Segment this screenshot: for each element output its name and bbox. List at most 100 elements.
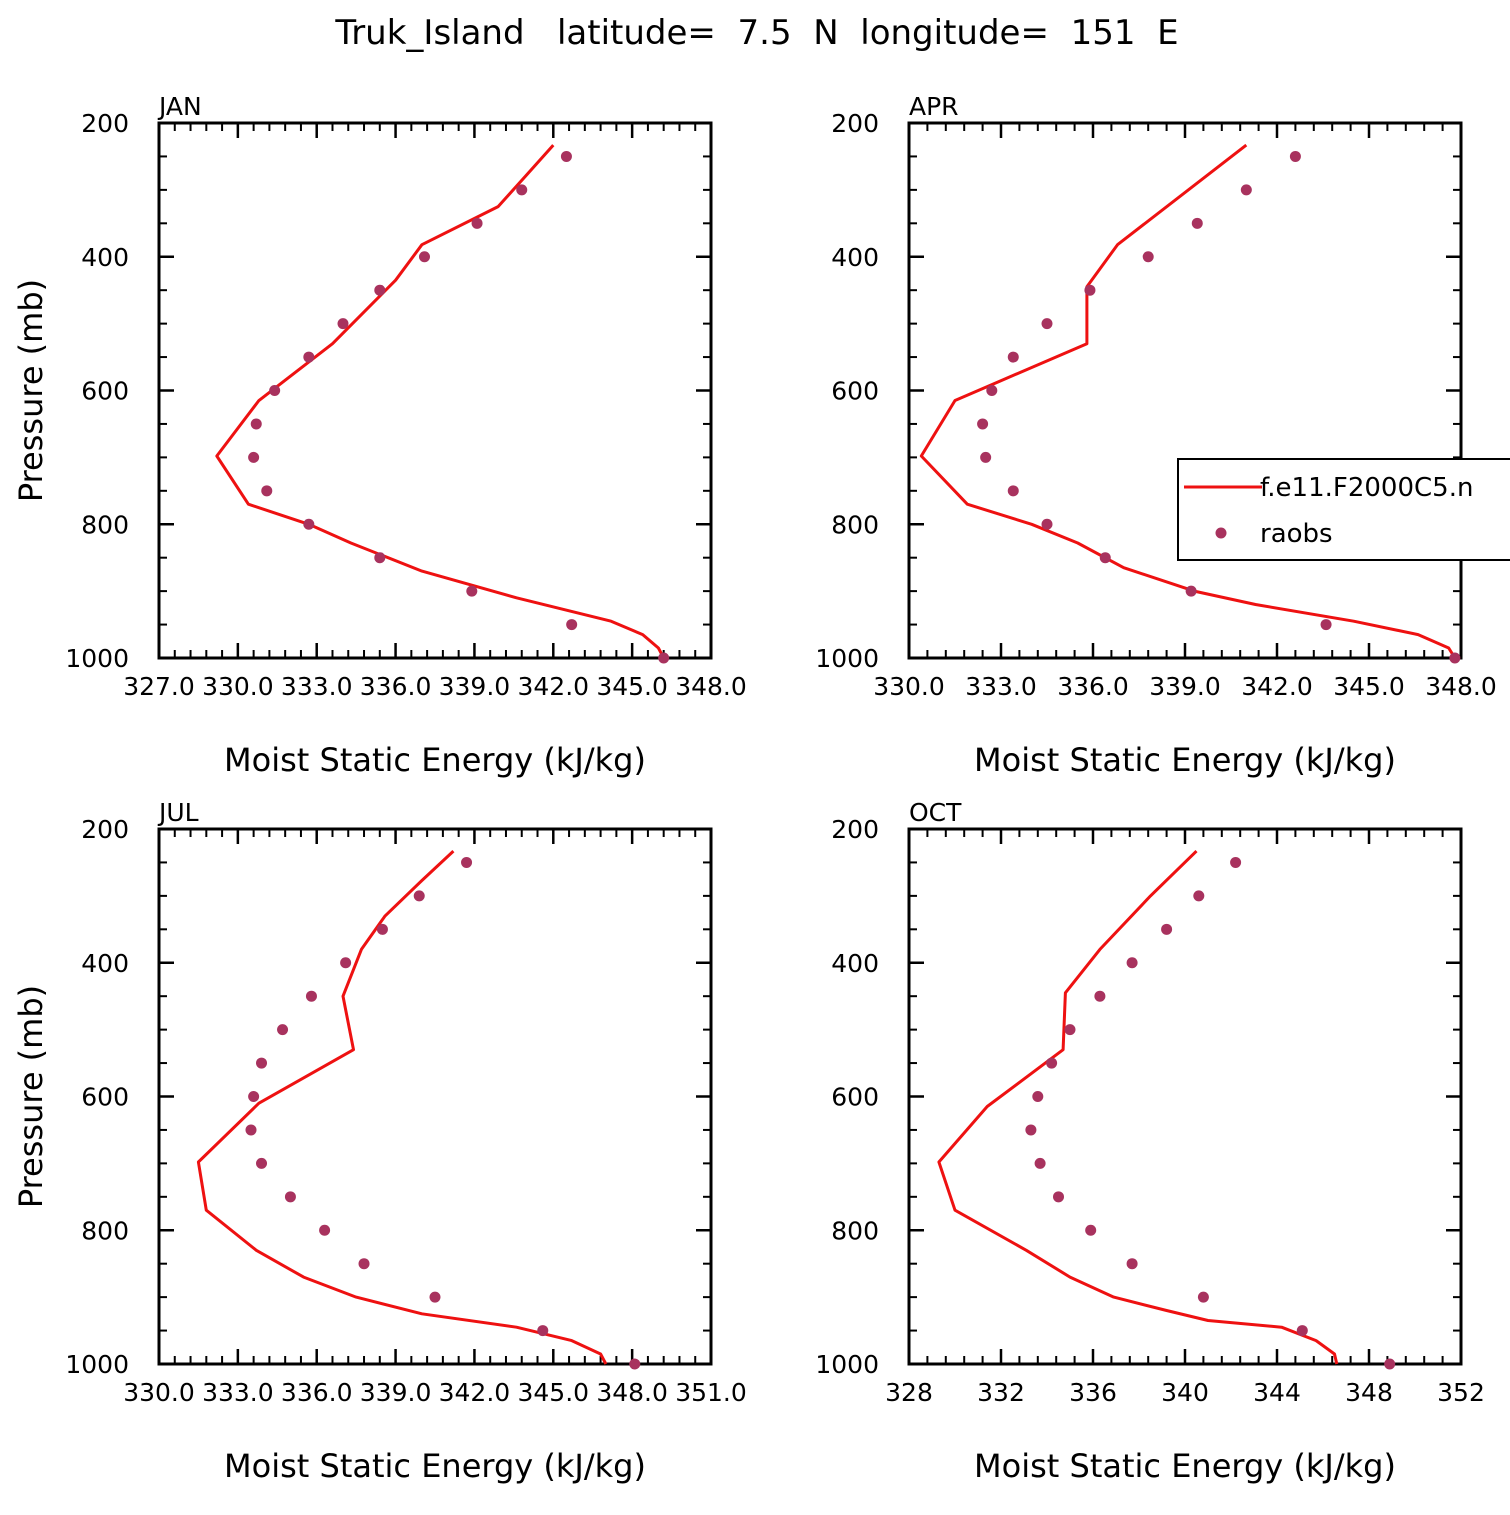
figure-title: Truk_Island latitude= 7.5 N longitude= 1…	[334, 13, 1178, 53]
raobs-point	[374, 284, 386, 296]
raobs-point	[1126, 957, 1138, 969]
y-tick-label: 600	[81, 1083, 129, 1112]
y-tick-label: 200	[831, 109, 879, 138]
raobs-point	[1032, 1091, 1044, 1102]
x-tick-label: 339.0	[1149, 672, 1221, 701]
plot-frame-jan	[157, 121, 713, 660]
raobs-point	[277, 1024, 289, 1036]
y-tick-label: 1000	[65, 644, 129, 673]
raobs-point	[1094, 990, 1106, 1002]
x-tick-label: 339.0	[360, 1378, 432, 1407]
y-tick-label: 400	[831, 243, 879, 272]
x-tick-label: 333.0	[965, 672, 1037, 701]
raobs-point	[1161, 923, 1173, 935]
x-tick-label: 327.0	[123, 672, 195, 701]
x-tick-label: 342.0	[1241, 672, 1313, 701]
raobs-point	[245, 1124, 257, 1136]
raobs-point	[977, 418, 989, 430]
raobs-point	[413, 890, 425, 902]
raobs-point	[566, 619, 578, 631]
raobs-point	[261, 485, 273, 497]
y-axis-title-jul: Pressure (mb)	[12, 985, 50, 1208]
raobs-point	[303, 351, 315, 363]
x-axis-title-jan: Moist Static Energy (kJ/kg)	[224, 741, 646, 779]
legend-label-raobs: raobs	[1260, 519, 1333, 549]
y-tick-label: 400	[831, 949, 879, 978]
raobs-point	[1296, 1325, 1308, 1337]
x-tick-label: 345.0	[517, 1378, 589, 1407]
raobs-point	[1084, 284, 1096, 296]
x-tick-label: 336.0	[1057, 672, 1129, 701]
raobs-point	[1185, 585, 1197, 597]
raobs-point	[1193, 890, 1205, 902]
raobs-point	[248, 451, 260, 463]
plot-frame-oct	[907, 827, 1463, 1366]
raobs-point	[1230, 856, 1242, 868]
raobs-point	[1126, 1258, 1138, 1270]
x-tick-label: 348	[1345, 1378, 1393, 1407]
model-line-jul	[196, 850, 608, 1365]
raobs-point	[1289, 150, 1301, 162]
raobs-point	[303, 518, 315, 530]
y-tick-label: 200	[831, 815, 879, 844]
raobs-point	[248, 1091, 260, 1102]
raobs-point	[1041, 318, 1053, 330]
x-tick-label: 342.0	[439, 1378, 511, 1407]
y-tick-label: 600	[831, 377, 879, 406]
raobs-point	[284, 1191, 296, 1203]
model-line-oct	[937, 850, 1339, 1365]
x-tick-label: 328	[885, 1378, 933, 1407]
raobs-point	[429, 1291, 441, 1303]
y-tick-label: 600	[831, 1083, 879, 1112]
panel-title-jan: JAN	[157, 92, 202, 121]
raobs-point	[1240, 184, 1252, 196]
raobs-point	[1041, 518, 1053, 530]
x-tick-label: 339.0	[439, 672, 511, 701]
raobs-point	[1064, 1024, 1076, 1036]
x-axis-title-jul: Moist Static Energy (kJ/kg)	[224, 1447, 646, 1485]
x-tick-label: 333.0	[281, 672, 353, 701]
x-tick-label: 348.0	[675, 672, 747, 701]
y-tick-label: 800	[831, 510, 879, 539]
y-tick-label: 400	[81, 243, 129, 272]
y-tick-label: 800	[81, 1216, 129, 1245]
raobs-point	[471, 217, 483, 229]
raobs-point	[1142, 251, 1154, 263]
raobs-point	[418, 251, 430, 263]
x-tick-label: 336.0	[360, 672, 432, 701]
raobs-point	[1034, 1157, 1046, 1169]
x-tick-label: 330.0	[202, 672, 274, 701]
raobs-point	[1384, 1358, 1396, 1370]
raobs-point	[358, 1258, 370, 1270]
x-tick-label: 345.0	[596, 672, 668, 701]
x-tick-label: 345.0	[1333, 672, 1405, 701]
raobs-point	[1197, 1291, 1209, 1303]
panel-oct: OCT 328 332 336 340 344 348 352 200 400 600 800 1000…	[815, 798, 1484, 1485]
raobs-point	[1099, 552, 1111, 564]
x-tick-label: 348.0	[1425, 672, 1497, 701]
x-axis-title-apr: Moist Static Energy (kJ/kg)	[974, 741, 1396, 779]
x-tick-label: 340	[1161, 1378, 1209, 1407]
raobs-point	[269, 385, 281, 396]
x-tick-label: 332	[977, 1378, 1025, 1407]
raobs-point	[256, 1157, 268, 1169]
legend-marker-swatch	[1215, 527, 1227, 539]
panel-title-jul: JUL	[157, 798, 199, 827]
model-line-jan	[215, 144, 666, 659]
x-tick-label: 352	[1437, 1378, 1485, 1407]
raobs-point	[1007, 485, 1019, 497]
raobs-point	[1320, 619, 1332, 631]
raobs-point	[560, 150, 572, 162]
y-axis-title-jan: Pressure (mb)	[12, 279, 50, 502]
x-tick-label: 348.0	[596, 1378, 668, 1407]
raobs-point	[319, 1224, 331, 1236]
raobs-point	[1449, 652, 1461, 664]
y-tick-label: 800	[831, 1216, 879, 1245]
raobs-point	[376, 923, 388, 935]
x-tick-label: 330.0	[873, 672, 945, 701]
raobs-point	[461, 856, 473, 868]
raobs-point	[516, 184, 528, 196]
raobs-point	[305, 990, 317, 1002]
